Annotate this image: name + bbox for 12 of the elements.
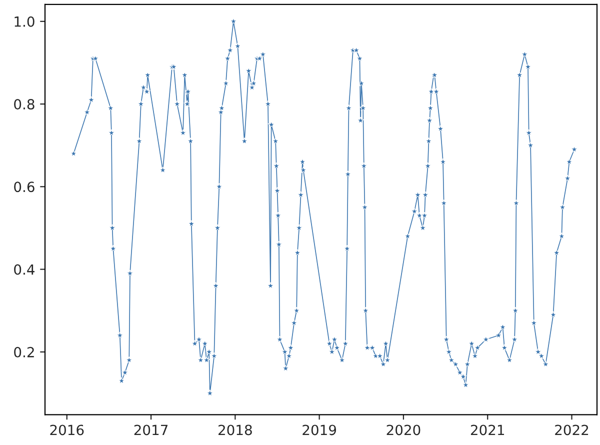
y-tick-label: 0.6 [14, 182, 34, 192]
x-tick-label: 2018 [218, 424, 252, 436]
x-tick-label: 2017 [134, 424, 168, 436]
x-tick-label: 2021 [470, 424, 504, 436]
x-tick-label: 2019 [302, 424, 336, 436]
y-tick-label: 0.2 [14, 346, 34, 358]
y-tick-label: 0.8 [14, 98, 34, 110]
y-tick-label: 1.0 [14, 16, 34, 27]
y-tick-label: 0.4 [14, 264, 34, 275]
x-tick-label: 2020 [386, 424, 420, 436]
x-tick-label: 2022 [555, 424, 588, 436]
x-tick-label: 2016 [50, 424, 84, 436]
